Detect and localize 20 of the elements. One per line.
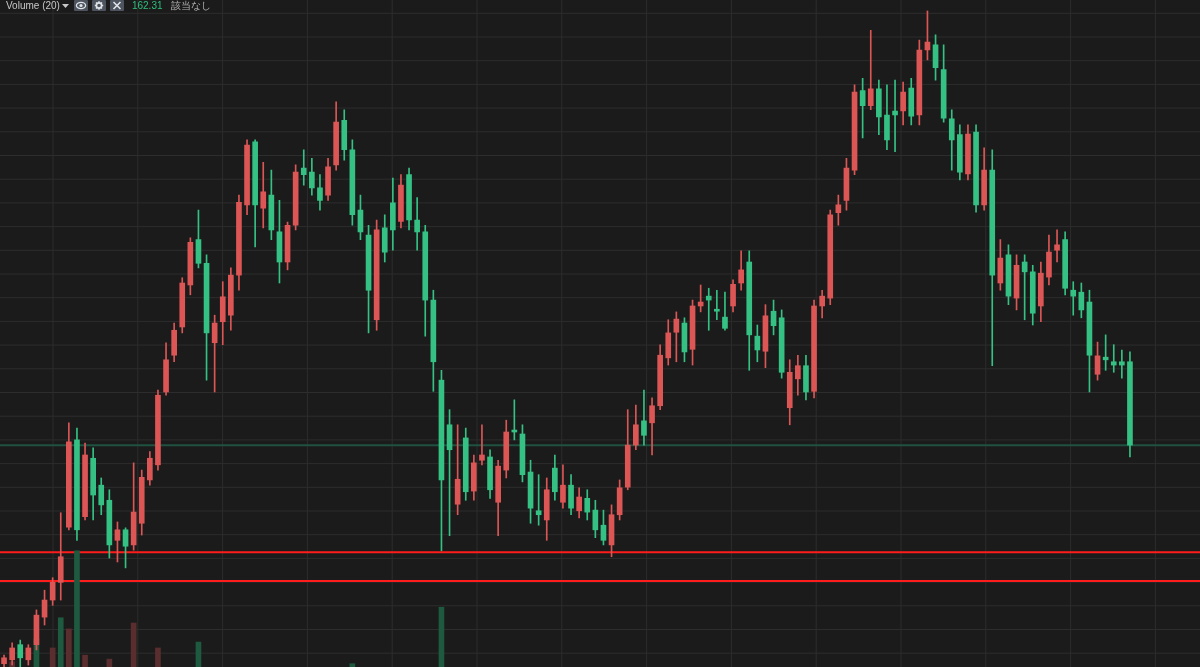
annotation: Volume (20) [6, 0, 60, 11]
candlestick [1070, 281, 1077, 316]
candlestick [414, 197, 420, 251]
candlestick [714, 289, 720, 321]
candlestick [479, 424, 485, 466]
candlestick [705, 287, 712, 331]
bar [155, 647, 161, 667]
candlestick [1054, 229, 1060, 263]
candlestick [1110, 344, 1117, 373]
candlestick [867, 29, 874, 111]
candlestick [892, 79, 898, 153]
bar [57, 617, 64, 667]
bar [82, 654, 88, 667]
bar [66, 628, 72, 667]
candlestick [1119, 349, 1125, 379]
bar [349, 663, 356, 667]
annotation: 該当なし [170, 0, 211, 11]
candlestick [300, 149, 307, 186]
bar [74, 550, 80, 667]
annotation: 162.31 [131, 0, 163, 11]
